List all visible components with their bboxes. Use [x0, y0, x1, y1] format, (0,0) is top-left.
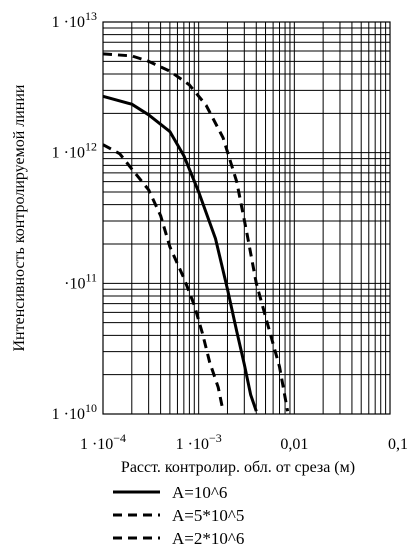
tick-layer: 1 ·1010 ·1011 1 ·1012 1 ·1013 1 ·10−4 1 ·10−3…: [52, 9, 408, 453]
x-tick-label: 0,01: [280, 436, 308, 453]
y-tick-label: ·1011: [64, 270, 97, 292]
series-line-3: [102, 52, 290, 412]
series-layer: [102, 52, 290, 412]
x-tick-label: 1 ·10−4: [80, 431, 126, 453]
legend-label-3: A=2*10^6: [172, 529, 244, 548]
y-tick-label: 1 ·1010: [52, 401, 97, 423]
legend-label-2: A=5*10^5: [172, 506, 244, 525]
grid-layer: [102, 21, 391, 415]
x-axis-title: Расст. контролир. обл. от среза (м): [121, 459, 355, 476]
x-tick-label: 0,1: [388, 436, 408, 453]
y-axis-title: Интенсивность контролируемой линии: [11, 84, 28, 351]
plot-frame: [102, 21, 391, 415]
legend-label-1: A=10^6: [172, 483, 227, 502]
x-tick-label: 1 ·10−3: [176, 431, 222, 453]
legend: A=10^6 A=5*10^5 A=2*10^6: [113, 483, 244, 548]
series-line-2: [102, 143, 225, 412]
y-tick-label: 1 ·1012: [52, 140, 97, 162]
series-line-1: [102, 94, 258, 412]
y-tick-label: 1 ·1013: [52, 9, 97, 31]
